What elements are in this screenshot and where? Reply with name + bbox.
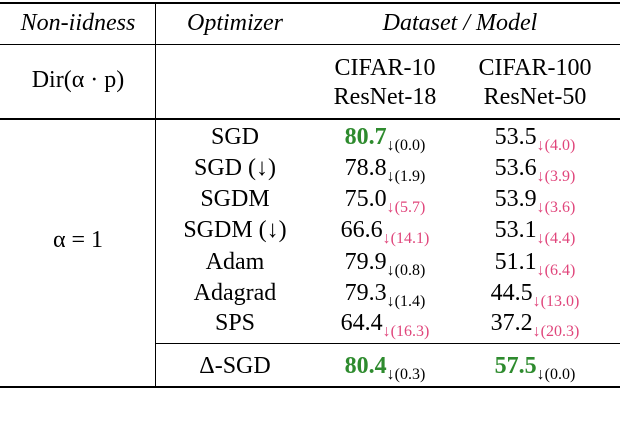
result: 78.8↓(1.9) (344, 155, 426, 185)
value: 80.4 (344, 353, 387, 379)
value: 78.8 (344, 155, 387, 181)
optimizer: SGDM (200, 186, 270, 212)
column-header: Non-iidness (20, 10, 136, 36)
value: 44.5 (490, 280, 533, 306)
column-header: Dataset / Model (382, 10, 538, 36)
drop: ↓(0.0) (386, 137, 426, 154)
result: 66.6↓(14.1) (340, 217, 430, 247)
result: 53.1↓(4.4) (494, 217, 576, 247)
drop: ↓(4.0) (536, 137, 576, 154)
dataset-name: CIFAR-100 (478, 55, 592, 81)
optimizer: SGD (210, 124, 260, 150)
column-header: Optimizer (187, 10, 283, 36)
result: 79.3↓(1.4) (344, 280, 426, 310)
result: 53.6↓(3.9) (494, 155, 576, 185)
optimizer: Δ-SGD (199, 353, 271, 379)
value: 64.4 (340, 310, 383, 336)
drop: ↓(1.9) (386, 168, 426, 185)
drop: ↓(3.6) (536, 199, 576, 216)
optimizer: Adagrad (193, 280, 277, 306)
optimizer: Adam (205, 249, 265, 275)
optimizer: SGD (↓) (194, 155, 276, 181)
drop: ↓(6.4) (536, 262, 576, 279)
drop: ↓(0.8) (386, 262, 426, 279)
value: 51.1 (494, 249, 537, 275)
result: 80.4↓(0.3) (344, 353, 426, 383)
dataset-name: CIFAR-10 (334, 55, 436, 81)
mid-rule (0, 118, 620, 120)
drop: ↓(0.3) (386, 366, 426, 383)
value: 75.0 (344, 186, 387, 212)
value: 37.2 (490, 310, 533, 336)
bottom-rule (0, 386, 620, 388)
value: 79.9 (344, 249, 387, 275)
column-rule (155, 2, 156, 388)
value: 53.5 (494, 124, 537, 150)
drop: ↓(3.9) (536, 168, 576, 185)
value: 80.7 (344, 124, 387, 150)
value: 53.9 (494, 186, 537, 212)
value: 53.6 (494, 155, 537, 181)
top-rule (0, 2, 620, 4)
result: 37.2↓(20.3) (490, 310, 580, 340)
group-rule (155, 343, 620, 344)
drop: ↓(20.3) (532, 323, 580, 340)
result: 53.9↓(3.6) (494, 186, 576, 216)
drop: ↓(14.1) (382, 230, 430, 247)
result: 75.0↓(5.7) (344, 186, 426, 216)
drop: ↓(13.0) (532, 293, 580, 310)
result: 79.9↓(0.8) (344, 249, 426, 279)
value: 66.6 (340, 217, 383, 243)
drop: ↓(1.4) (386, 293, 426, 310)
value: 57.5 (494, 353, 537, 379)
drop: ↓(5.7) (386, 199, 426, 216)
result: 64.4↓(16.3) (340, 310, 430, 340)
dataset-name: ResNet-50 (483, 84, 587, 110)
result: 57.5↓(0.0) (494, 353, 576, 383)
result: 44.5↓(13.0) (490, 280, 580, 310)
dataset-name: ResNet-18 (333, 84, 437, 110)
result: 53.5↓(4.0) (494, 124, 576, 154)
optimizer: SGDM (↓) (183, 217, 287, 243)
drop: ↓(0.0) (536, 366, 576, 383)
optimizer: SPS (214, 310, 256, 336)
group-label: α = 1 (52, 227, 104, 253)
value: 79.3 (344, 280, 387, 306)
result: 51.1↓(6.4) (494, 249, 576, 279)
result: 80.7↓(0.0) (344, 124, 426, 154)
drop: ↓(16.3) (382, 323, 430, 340)
setting-label: Dir(α · p) (31, 67, 125, 93)
drop: ↓(4.4) (536, 230, 576, 247)
value: 53.1 (494, 217, 537, 243)
header-rule (0, 44, 620, 45)
